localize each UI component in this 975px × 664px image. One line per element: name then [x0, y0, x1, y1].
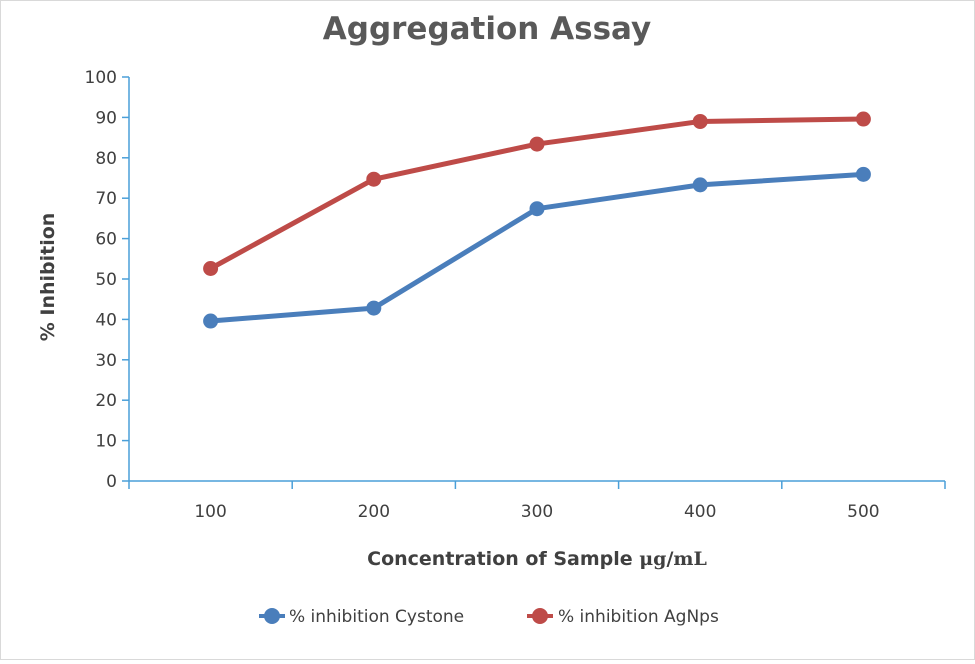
data-point	[692, 113, 708, 129]
x-axis-label: Concentration of Sample μg/mL	[367, 548, 707, 570]
series-0	[203, 166, 871, 329]
legend-item-agnps: % inhibition AgNps	[527, 607, 719, 627]
x-axis-ticks: 100 200 300 400 500	[128, 481, 946, 522]
chart-title: Aggregation Assay	[323, 11, 651, 47]
x-tick-label: 300	[521, 502, 553, 522]
y-tick-label: 90	[95, 108, 117, 128]
y-tick-label: 80	[95, 149, 117, 169]
y-tick-label: 10	[95, 432, 117, 452]
x-tick-label: 400	[684, 502, 716, 522]
data-point	[529, 136, 545, 152]
legend: % inhibition Cystone % inhibition AgNps	[259, 607, 719, 627]
x-axis-unit: μg/mL	[639, 548, 707, 570]
x-tick-label: 100	[194, 502, 226, 522]
y-axis-ticks: 0 10 20 30 40 50 60 70 80 90 100	[85, 68, 129, 492]
x-axis-label-text: Concentration of Sample	[367, 548, 633, 570]
y-tick-label: 0	[106, 472, 117, 492]
legend-label-cystone: % inhibition Cystone	[289, 607, 464, 627]
legend-swatch-marker-cystone	[264, 608, 280, 624]
data-point	[366, 300, 382, 316]
legend-label-agnps: % inhibition AgNps	[558, 607, 719, 627]
data-point	[692, 177, 708, 193]
y-tick-label: 60	[95, 230, 117, 250]
y-tick-label: 100	[85, 68, 117, 88]
y-tick-label: 20	[95, 391, 117, 411]
y-axis-label: % Inhibition	[37, 213, 59, 342]
y-tick-label: 30	[95, 351, 117, 371]
data-point	[203, 313, 219, 329]
data-point	[203, 260, 219, 276]
data-point	[529, 201, 545, 217]
series-line	[208, 171, 866, 324]
legend-item-cystone: % inhibition Cystone	[259, 607, 464, 627]
series-1	[203, 111, 871, 276]
x-tick-label: 500	[847, 502, 879, 522]
y-tick-label: 70	[95, 189, 117, 209]
data-point	[366, 171, 382, 187]
x-tick-label: 200	[358, 502, 390, 522]
y-tick-label: 50	[95, 270, 117, 290]
data-point	[855, 166, 871, 182]
legend-swatch-marker-agnps	[532, 608, 548, 624]
series-layer	[203, 111, 871, 329]
data-point	[855, 111, 871, 127]
y-tick-label: 40	[95, 310, 117, 330]
